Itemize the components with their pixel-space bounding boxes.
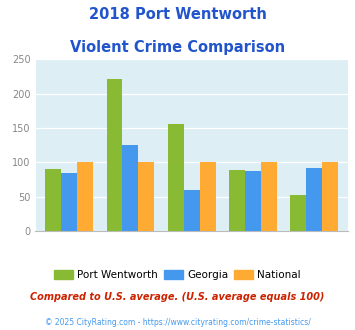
Bar: [245, 171, 261, 231]
Bar: [61, 173, 77, 231]
Bar: [45, 169, 61, 231]
Bar: [306, 168, 322, 231]
Bar: [106, 79, 122, 231]
Bar: [261, 162, 277, 231]
Bar: [184, 190, 200, 231]
Text: © 2025 CityRating.com - https://www.cityrating.com/crime-statistics/: © 2025 CityRating.com - https://www.city…: [45, 318, 310, 327]
Bar: [229, 170, 245, 231]
Bar: [168, 124, 184, 231]
Text: Violent Crime Comparison: Violent Crime Comparison: [70, 40, 285, 54]
Bar: [77, 162, 93, 231]
Bar: [122, 145, 138, 231]
Bar: [322, 162, 338, 231]
Legend: Port Wentworth, Georgia, National: Port Wentworth, Georgia, National: [50, 266, 305, 284]
Bar: [200, 162, 215, 231]
Bar: [290, 195, 306, 231]
Text: 2018 Port Wentworth: 2018 Port Wentworth: [88, 7, 267, 21]
Text: Compared to U.S. average. (U.S. average equals 100): Compared to U.S. average. (U.S. average …: [30, 292, 325, 302]
Bar: [138, 162, 154, 231]
